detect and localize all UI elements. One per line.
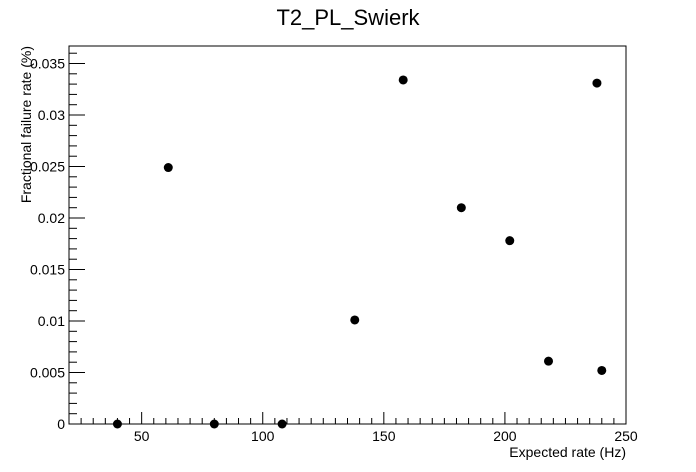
data-point xyxy=(505,236,515,246)
y-axis-label: Fractional failure rate (%) xyxy=(18,46,34,203)
data-point xyxy=(277,419,287,429)
x-tick-label: 200 xyxy=(493,428,517,444)
x-tick-label: 100 xyxy=(251,428,275,444)
data-point xyxy=(398,75,408,85)
data-point xyxy=(163,163,173,173)
y-tick-label: 0.03 xyxy=(38,107,65,123)
chart-title: T2_PL_Swierk xyxy=(276,5,420,30)
y-tick-label: 0.005 xyxy=(30,365,65,381)
x-tick-label: 150 xyxy=(372,428,396,444)
data-point xyxy=(544,356,554,366)
y-tick-label: 0.01 xyxy=(38,313,65,329)
y-tick-label: 0.015 xyxy=(30,262,65,278)
y-axis-ticks: 0 0.005 0.01 0.015 0.02 0.025 0.03 0.035 xyxy=(30,52,85,432)
data-point xyxy=(456,203,466,213)
y-tick-label: 0.02 xyxy=(38,210,65,226)
data-point xyxy=(209,419,219,429)
x-tick-label: 250 xyxy=(614,428,638,444)
y-tick-label: 0.035 xyxy=(30,56,65,72)
data-point xyxy=(350,315,360,325)
data-point xyxy=(597,365,607,375)
data-point xyxy=(592,78,602,88)
x-axis-label: Expected rate (Hz) xyxy=(509,444,626,460)
y-tick-label: 0.025 xyxy=(30,159,65,175)
data-points xyxy=(112,75,607,429)
data-point xyxy=(112,419,122,429)
y-tick-label: 0 xyxy=(57,416,65,432)
x-tick-label: 50 xyxy=(134,428,150,444)
